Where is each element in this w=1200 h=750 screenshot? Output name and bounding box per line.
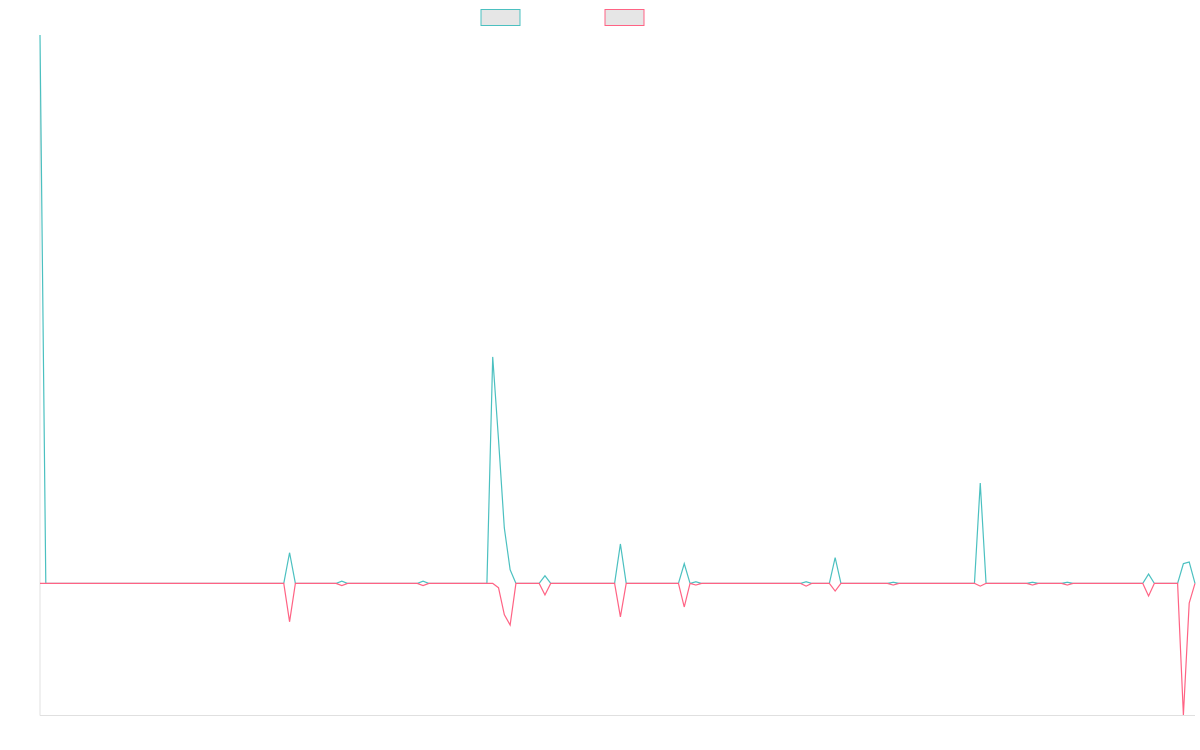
series-line	[39, 34, 1196, 585]
legend-swatch	[480, 9, 521, 26]
legend-swatch	[604, 9, 645, 26]
series-line	[40, 582, 1196, 716]
